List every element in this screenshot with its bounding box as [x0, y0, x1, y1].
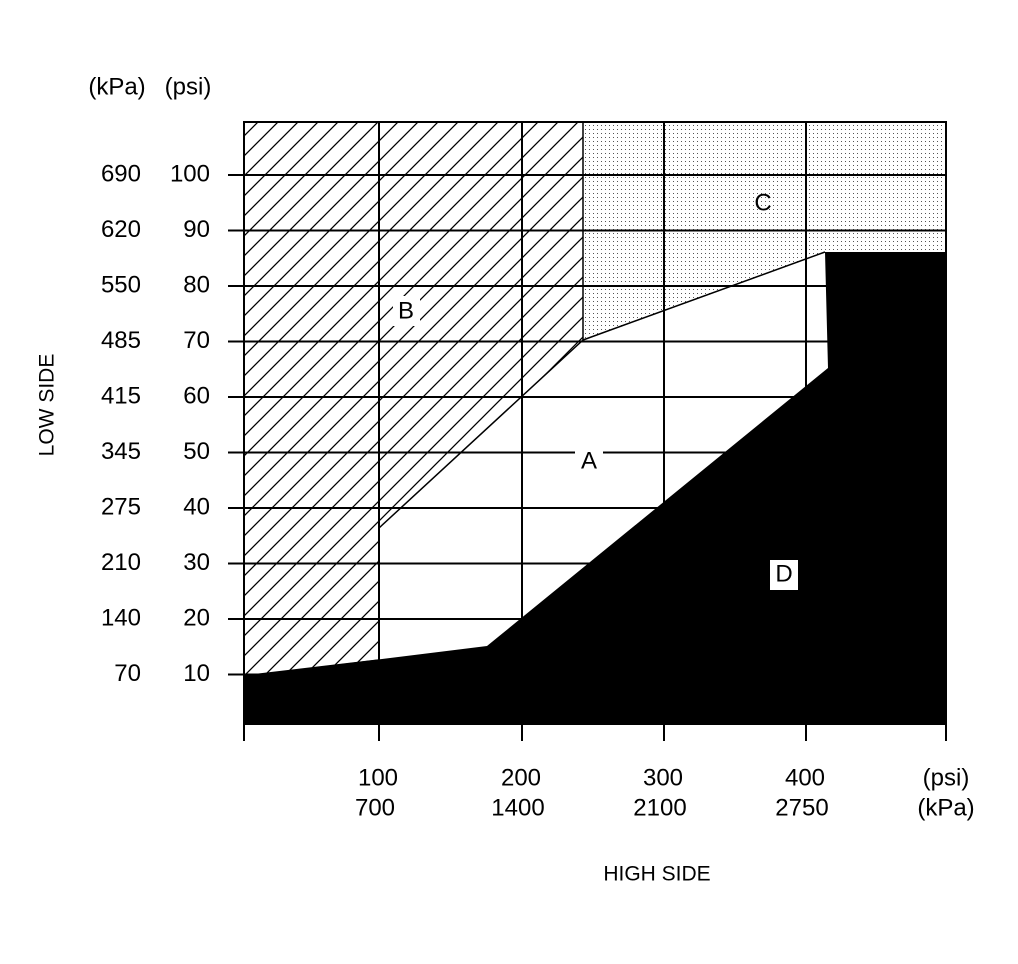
y-tick-label-psi: 100 [170, 160, 210, 187]
x-tick-label-psi: 200 [501, 764, 541, 791]
x-unit: (psi) [923, 764, 970, 791]
y-tick-label-kpa: 140 [101, 604, 141, 631]
region-label: D [775, 560, 792, 587]
y-axis-label: LOW SIDE [36, 354, 59, 457]
labels: (kPa) (psi) LOW SIDE (psi) (kPa) HIGH SI… [36, 73, 975, 885]
x-axis-label: HIGH SIDE [603, 863, 710, 886]
boundary [378, 339, 584, 529]
y-tick-label-kpa: 210 [101, 549, 141, 576]
x-tick-label-psi: 300 [643, 764, 683, 791]
y-tick-label-kpa: 345 [101, 438, 141, 465]
region-d-area [244, 252, 946, 724]
y-tick-label-psi: 40 [183, 493, 210, 520]
y-tick-label-psi: 20 [183, 604, 210, 631]
label-bg [575, 446, 603, 476]
region-label: B [398, 297, 414, 324]
region-label: A [581, 447, 597, 474]
x-tick-label-kpa: 700 [355, 794, 395, 821]
y-tick-label-psi: 70 [183, 327, 210, 354]
y-tick-label-kpa: 415 [101, 382, 141, 409]
y-tick-label-psi: 50 [183, 438, 210, 465]
y-tick-label-kpa: 485 [101, 327, 141, 354]
label-bg [770, 560, 798, 590]
y-unit: (kPa) [88, 73, 145, 100]
y-tick-label-psi: 60 [183, 382, 210, 409]
region-b-area [244, 122, 583, 676]
label-bg [393, 296, 420, 326]
x-tick-label-psi: 100 [358, 764, 398, 791]
x-tick-label-psi: 400 [785, 764, 825, 791]
y-tick-label-psi: 10 [183, 660, 210, 687]
y-tick-label-kpa: 275 [101, 493, 141, 520]
y-tick-label-psi: 90 [183, 216, 210, 243]
x-unit: (kPa) [917, 794, 974, 821]
y-tick-label-psi: 30 [183, 549, 210, 576]
region-label: C [754, 189, 771, 216]
y-tick-label-kpa: 620 [101, 216, 141, 243]
plot-frame [243, 121, 947, 725]
y-unit: (psi) [165, 73, 212, 100]
y-tick-label-kpa: 550 [101, 271, 141, 298]
boundary [582, 251, 826, 341]
y-tick-label-kpa: 690 [101, 160, 141, 187]
x-tick-label-kpa: 1400 [491, 794, 544, 821]
y-tick-label-psi: 80 [183, 271, 210, 298]
y-tick-label-kpa: 70 [114, 660, 141, 687]
x-tick-label-kpa: 2750 [775, 794, 828, 821]
x-tick-label-kpa: 2100 [633, 794, 686, 821]
